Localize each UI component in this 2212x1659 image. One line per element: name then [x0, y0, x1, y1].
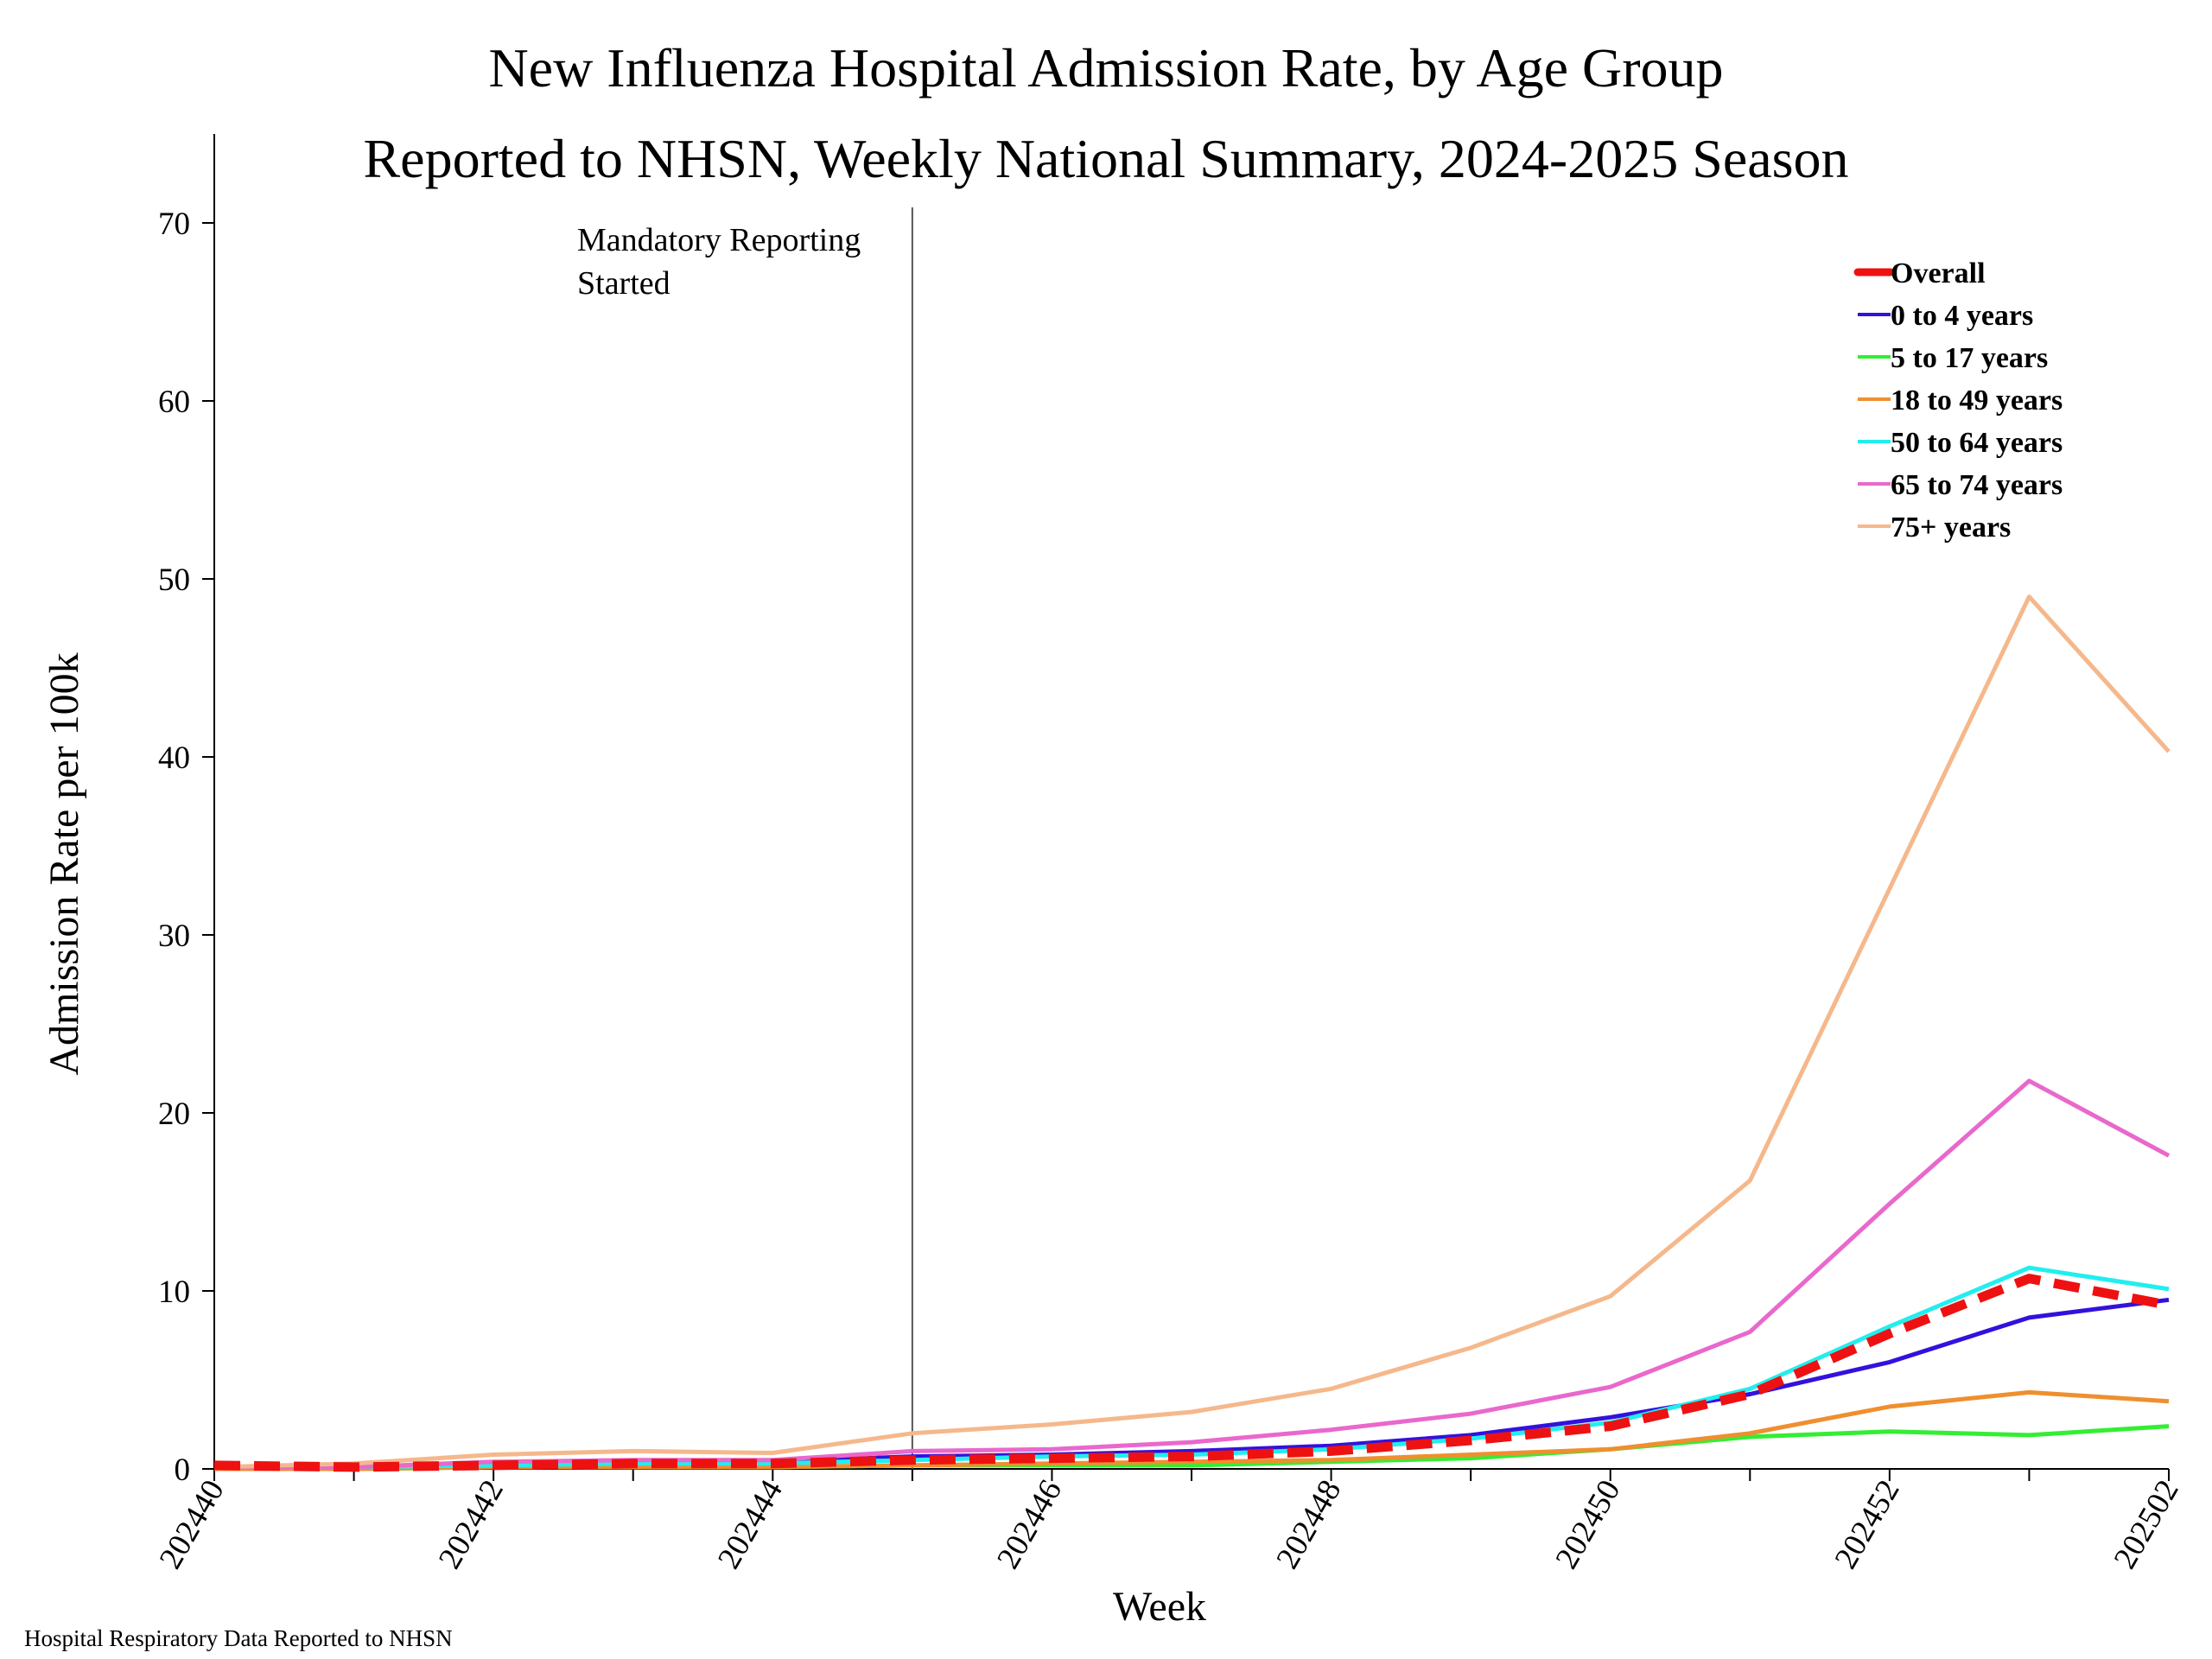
axes — [213, 134, 2169, 1470]
y-tick-label: 70 — [158, 207, 190, 242]
x-axis-ticks: 202440 202442 202444 202446 202448 202450 2024… — [153, 1469, 2186, 1575]
x-tick-label: 202440 — [153, 1474, 232, 1575]
series-lines — [213, 594, 2171, 1472]
y-axis-ticks: 0 10 20 30 40 50 60 70 — [158, 207, 214, 1488]
chart-title: New Influenza Hospital Admission Rate, b… — [488, 37, 1723, 99]
legend-label-65-to-74-years: 65 to 74 years — [1891, 469, 2063, 501]
y-tick-label: 20 — [158, 1096, 190, 1132]
x-tick-label: 202450 — [1549, 1474, 1628, 1575]
legend-label-18-to-49-years: 18 to 49 years — [1891, 385, 2063, 416]
y-axis-title: Admission Rate per 100k — [41, 652, 87, 1075]
annotation-label-line2: Started — [577, 265, 671, 302]
series-line-overall — [213, 1274, 2171, 1472]
legend-label-50-to-64-years: 50 to 64 years — [1891, 427, 2063, 459]
legend: Overall 0 to 4 years 5 to 17 years 18 to 49… — [1853, 257, 2063, 543]
legend-label-75plus-years: 75+ years — [1891, 512, 2011, 543]
series-line-75plus-years — [213, 594, 2171, 1470]
mandatory-reporting-annotation: Mandatory Reporting Started — [577, 207, 913, 1469]
x-axis-title: Week — [1113, 1584, 1206, 1630]
y-tick-label: 40 — [158, 741, 190, 776]
y-tick-label: 50 — [158, 563, 190, 598]
annotation-label-line1: Mandatory Reporting — [577, 222, 861, 258]
x-tick-label: 202446 — [990, 1474, 1069, 1575]
chart-subtitle: Reported to NHSN, Weekly National Summar… — [363, 128, 1848, 189]
x-tick-label: 202442 — [432, 1474, 511, 1575]
x-tick-label: 202502 — [2107, 1474, 2186, 1575]
legend-label-5-to-17-years: 5 to 17 years — [1891, 342, 2048, 374]
footer-source: Hospital Respiratory Data Reported to NH… — [24, 1625, 453, 1651]
x-tick-label: 202444 — [711, 1474, 790, 1575]
legend-label-overall: Overall — [1891, 257, 1986, 289]
legend-label-0-to-4-years: 0 to 4 years — [1891, 300, 2033, 332]
y-tick-label: 30 — [158, 918, 190, 954]
y-tick-label: 60 — [158, 385, 190, 420]
y-tick-label: 0 — [175, 1452, 191, 1488]
y-tick-label: 10 — [158, 1274, 190, 1310]
x-tick-label: 202452 — [1828, 1474, 1907, 1575]
x-tick-label: 202448 — [1269, 1474, 1348, 1575]
